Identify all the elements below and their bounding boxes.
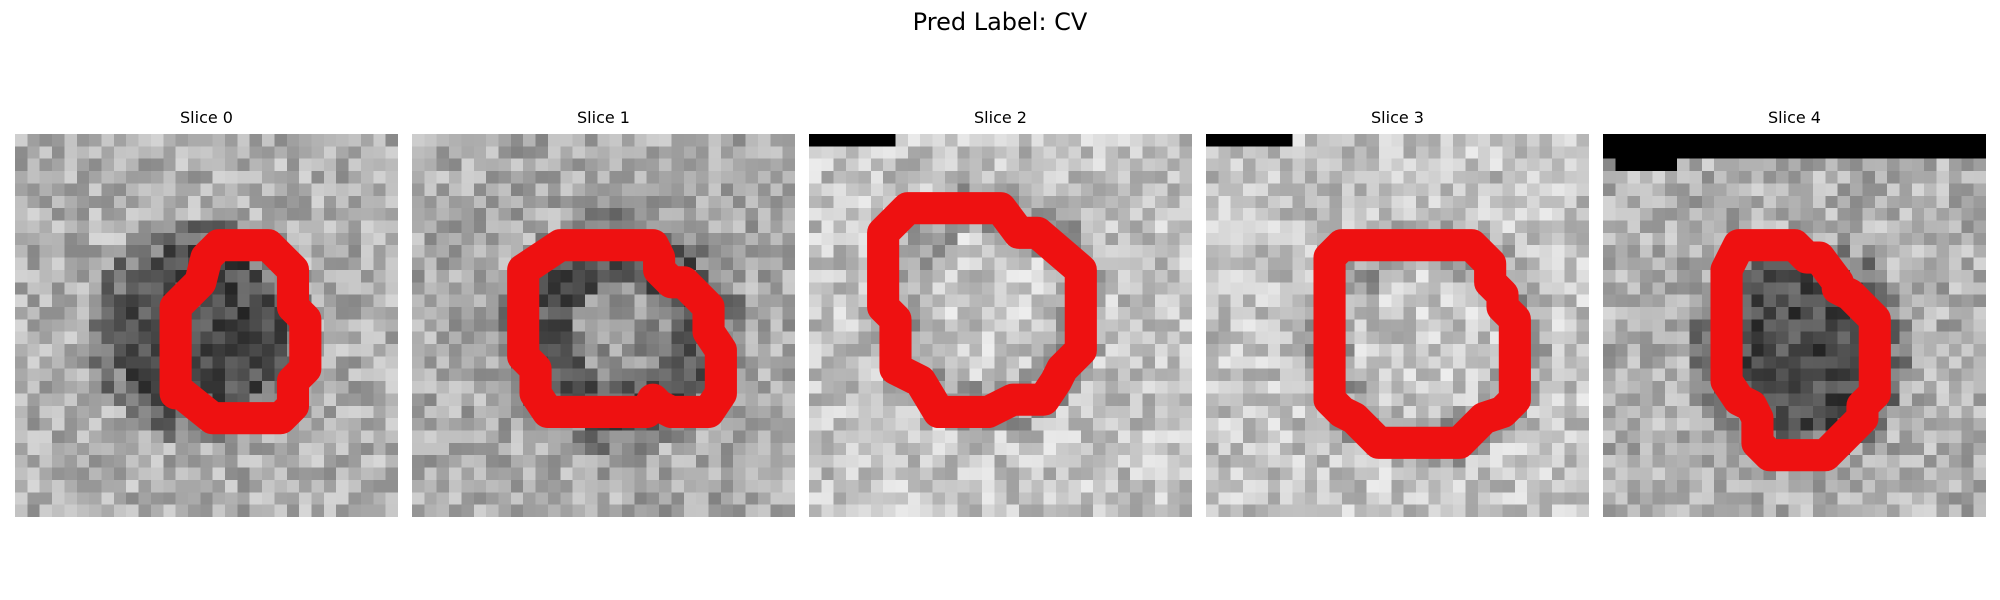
slice-title-3: Slice 3 xyxy=(1371,108,1424,127)
slice-panel-4: Slice 4 xyxy=(1603,108,1986,517)
slice-title-4: Slice 4 xyxy=(1768,108,1821,127)
lesion-contour-4 xyxy=(1710,229,1891,472)
slice-image-2 xyxy=(809,134,1192,517)
slice-title-0: Slice 0 xyxy=(180,108,233,127)
slice-title-2: Slice 2 xyxy=(974,108,1027,127)
slice-panel-3: Slice 3 xyxy=(1206,108,1589,517)
slice-panel-0: Slice 0 xyxy=(15,108,398,517)
slice-panel-2: Slice 2 xyxy=(809,108,1192,517)
lesion-contour-1 xyxy=(507,229,737,429)
lesion-contour-0 xyxy=(159,229,322,435)
slice-image-0 xyxy=(15,134,398,517)
slice-panel-1: Slice 1 xyxy=(412,108,795,517)
slice-image-4 xyxy=(1603,134,1986,517)
slice-image-3 xyxy=(1206,134,1589,517)
figure-title: Pred Label: CV xyxy=(912,8,1088,36)
lesion-contour-3 xyxy=(1313,229,1531,459)
slice-title-1: Slice 1 xyxy=(577,108,630,127)
slice-image-1 xyxy=(412,134,795,517)
lesion-contour-2 xyxy=(867,192,1097,429)
